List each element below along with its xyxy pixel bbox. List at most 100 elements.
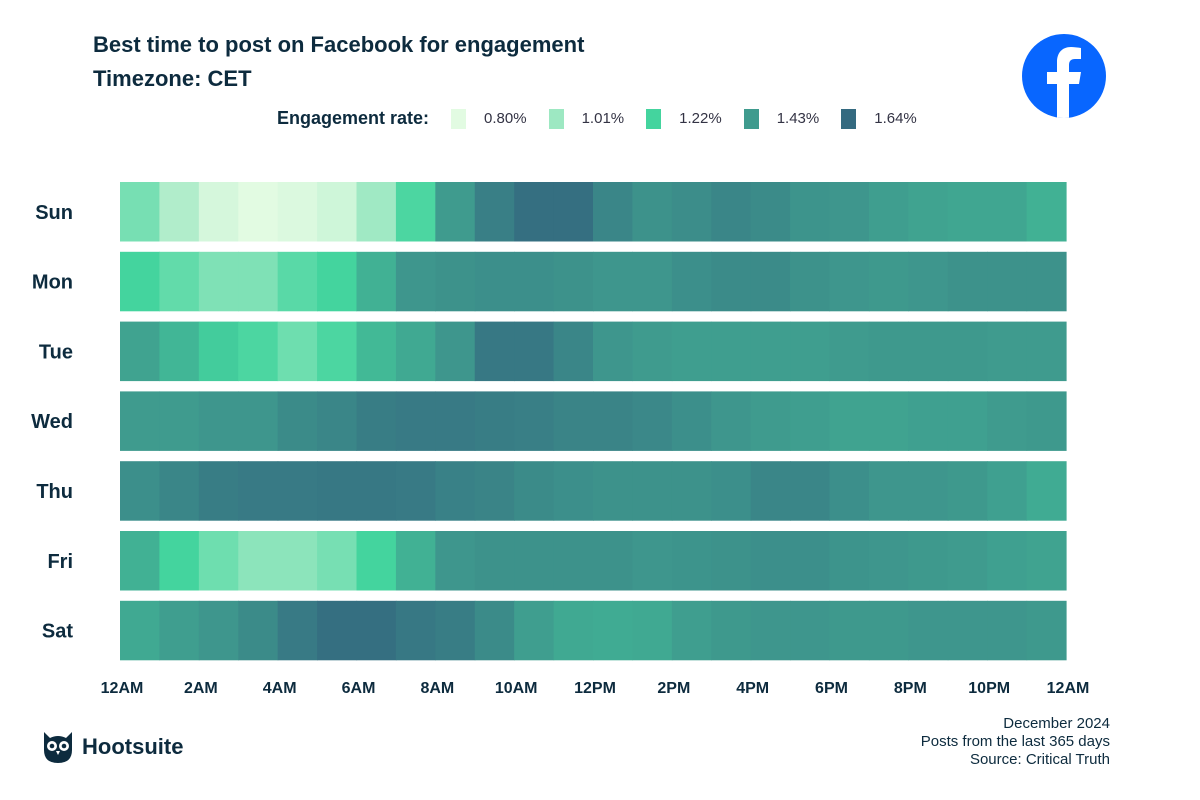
- heatmap-cell-mon-16: [750, 251, 791, 312]
- legend-label-0: 0.80%: [484, 110, 527, 127]
- heatmap-cell-tue-13: [632, 321, 673, 382]
- heatmap-cell-wed-10: [514, 391, 555, 451]
- heatmap-cell-sat-7: [395, 600, 436, 661]
- footer-source: Source: Critical Truth: [969, 751, 1110, 768]
- heatmap-cell-fri-22: [987, 531, 1028, 591]
- heatmap-cell-thu-2: [198, 461, 239, 521]
- heatmap-cell-mon-22: [987, 251, 1028, 312]
- heatmap-cell-fri-5: [317, 531, 358, 591]
- owl-icon: [44, 732, 72, 763]
- heatmap-cell-sat-6: [356, 600, 397, 661]
- heatmap-cell-fri-16: [750, 531, 791, 591]
- heatmap-cell-thu-11: [553, 461, 594, 521]
- heatmap-cell-fri-3: [238, 531, 279, 591]
- heatmap-cell-wed-2: [198, 391, 239, 451]
- heatmap-cell-sat-2: [198, 600, 239, 661]
- heatmap-cell-sun-1: [159, 182, 200, 242]
- x-tick-label: 10PM: [968, 680, 1010, 697]
- heatmap-cell-wed-17: [790, 391, 831, 451]
- heatmap-cell-tue-14: [671, 321, 712, 382]
- heatmap-cell-thu-12: [593, 461, 634, 521]
- heatmap-cell-thu-21: [947, 461, 988, 521]
- heatmap-cell-sat-9: [474, 600, 515, 661]
- heatmap-cell-thu-16: [750, 461, 791, 521]
- heatmap-cell-tue-4: [277, 321, 318, 382]
- heatmap-cell-sun-20: [908, 182, 949, 242]
- heatmap-cell-sat-4: [277, 600, 318, 661]
- heatmap-cell-sat-22: [987, 600, 1028, 661]
- heatmap-cell-sun-12: [593, 182, 634, 242]
- heatmap-cell-tue-23: [1026, 321, 1067, 382]
- x-tick-label: 2AM: [184, 680, 218, 697]
- footer-period: Posts from the last 365 days: [920, 733, 1110, 750]
- heatmap-cell-mon-21: [947, 251, 988, 312]
- heatmap-cell-tue-12: [593, 321, 634, 382]
- heatmap-cell-thu-18: [829, 461, 870, 521]
- heatmap-cell-sat-18: [829, 600, 870, 661]
- heatmap-cell-mon-17: [790, 251, 831, 312]
- chart-title: Best time to post on Facebook for engage…: [93, 32, 585, 57]
- heatmap-cell-sun-23: [1026, 182, 1067, 242]
- heatmap-cell-mon-19: [868, 251, 909, 312]
- legend-swatch-4: [841, 108, 857, 129]
- heatmap-cell-mon-11: [553, 251, 594, 312]
- heatmap-cell-sat-15: [711, 600, 752, 661]
- heatmap-cell-tue-1: [159, 321, 200, 382]
- heatmap-cell-wed-21: [947, 391, 988, 451]
- legend-swatch-3: [743, 108, 759, 129]
- legend-title: Engagement rate:: [277, 108, 430, 128]
- heatmap-cell-sun-5: [317, 182, 358, 242]
- brand-name: Hootsuite: [82, 734, 184, 759]
- heatmap-cell-sun-0: [120, 182, 161, 242]
- x-tick-label: 4AM: [263, 680, 297, 697]
- day-label-tue: Tue: [39, 341, 73, 363]
- hootsuite-logo: Hootsuite: [40, 730, 183, 764]
- x-tick-label: 6AM: [342, 680, 376, 697]
- heatmap-cell-sun-19: [868, 182, 909, 242]
- heatmap-cell-wed-16: [750, 391, 791, 451]
- heatmap-cell-fri-2: [198, 531, 239, 591]
- heatmap-cell-mon-5: [317, 251, 358, 312]
- heatmap-cell-sun-14: [671, 182, 712, 242]
- heatmap-cell-sun-22: [987, 182, 1028, 242]
- heatmap-cell-tue-22: [987, 321, 1028, 382]
- day-label-fri: Fri: [47, 551, 73, 573]
- heatmap-cell-sat-13: [632, 600, 673, 661]
- heatmap-cell-fri-8: [435, 531, 476, 591]
- heatmap-cell-fri-7: [395, 531, 436, 591]
- heatmap-cell-wed-13: [632, 391, 673, 451]
- heatmap-cell-thu-1: [159, 461, 200, 521]
- heatmap-cell-fri-18: [829, 531, 870, 591]
- chart-subtitle: Timezone: CET: [93, 66, 252, 91]
- heatmap-cell-fri-21: [947, 531, 988, 591]
- heatmap-cell-thu-22: [987, 461, 1028, 521]
- heatmap-cell-thu-6: [356, 461, 397, 521]
- heatmap-cell-wed-6: [356, 391, 397, 451]
- heatmap-cell-sat-12: [593, 600, 634, 661]
- heatmap-cell-wed-20: [908, 391, 949, 451]
- heatmap-cell-thu-15: [711, 461, 752, 521]
- heatmap-cell-sun-16: [750, 182, 791, 242]
- heatmap-cell-sat-21: [947, 600, 988, 661]
- x-tick-label: 6PM: [815, 680, 848, 697]
- heatmap-cell-mon-0: [120, 251, 161, 312]
- heatmap-cell-tue-11: [553, 321, 594, 382]
- heatmap-cell-sat-1: [159, 600, 200, 661]
- heatmap-cell-mon-18: [829, 251, 870, 312]
- x-tick-label: 12AM: [101, 680, 144, 697]
- day-label-mon: Mon: [32, 272, 73, 294]
- heatmap-cell-thu-8: [435, 461, 476, 521]
- heatmap-cell-sun-11: [553, 182, 594, 242]
- heatmap-cell-thu-19: [868, 461, 909, 521]
- heatmap-cell-tue-7: [395, 321, 436, 382]
- heatmap-cell-tue-0: [120, 321, 161, 382]
- heatmap-cell-wed-4: [277, 391, 318, 451]
- x-tick-label: 8AM: [420, 680, 454, 697]
- heatmap-cell-tue-9: [474, 321, 515, 382]
- x-tick-label: 12AM: [1047, 680, 1090, 697]
- heatmap-cell-sun-21: [947, 182, 988, 242]
- heatmap-cell-tue-18: [829, 321, 870, 382]
- heatmap-cell-mon-12: [593, 251, 634, 312]
- heatmap-cell-thu-5: [317, 461, 358, 521]
- legend-label-1: 1.01%: [581, 110, 625, 127]
